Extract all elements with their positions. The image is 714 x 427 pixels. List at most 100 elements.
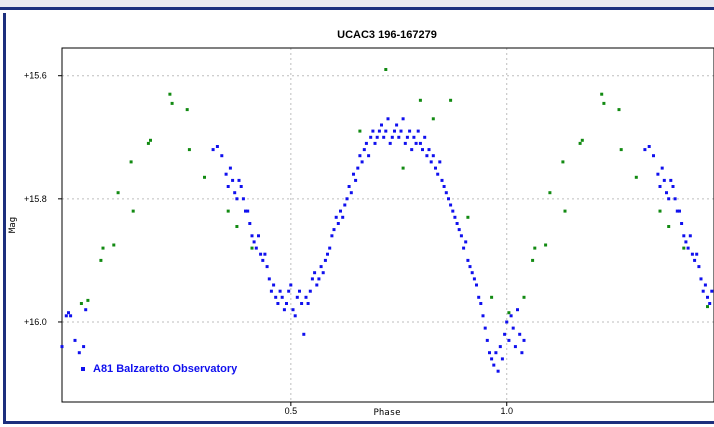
- data-point: [246, 209, 250, 213]
- data-point: [477, 295, 481, 299]
- y-tick-label: +15.8: [24, 194, 47, 204]
- data-point: [244, 209, 247, 213]
- data-point: [226, 209, 230, 213]
- data-point: [490, 295, 494, 299]
- y-axis: +15.6 +15.8 +16.0: [24, 71, 62, 327]
- data-point: [434, 166, 437, 170]
- data-point: [101, 246, 105, 250]
- data-point: [602, 101, 606, 105]
- data-point: [358, 154, 362, 158]
- data-point: [239, 185, 243, 188]
- data-point: [688, 234, 692, 238]
- data-point: [429, 160, 433, 164]
- data-point: [211, 148, 215, 152]
- data-point: [349, 191, 353, 195]
- data-point: [269, 289, 273, 293]
- data-point: [462, 246, 466, 250]
- data-point: [287, 289, 291, 293]
- data-point: [427, 148, 431, 152]
- data-point: [375, 135, 379, 139]
- x-tick-label: 1.0: [500, 406, 513, 416]
- data-point: [531, 258, 535, 262]
- data-point: [561, 160, 565, 164]
- data-point: [272, 283, 276, 287]
- data-point: [418, 141, 422, 145]
- data-point: [544, 243, 548, 247]
- data-point: [578, 141, 582, 145]
- legend: A81 Balzaretto Observatory: [81, 363, 238, 375]
- data-point: [336, 222, 340, 225]
- data-point: [673, 197, 677, 201]
- y-tick-label: +15.6: [24, 71, 47, 81]
- data-point: [291, 308, 295, 312]
- data-point: [384, 68, 388, 71]
- data-point: [697, 265, 701, 269]
- data-point: [513, 345, 517, 349]
- data-point: [401, 166, 405, 170]
- data-point: [509, 314, 513, 318]
- data-point: [330, 234, 334, 238]
- data-point: [356, 166, 360, 170]
- data-point: [475, 283, 478, 287]
- data-point: [250, 246, 254, 250]
- data-point: [360, 160, 364, 164]
- x-tick-label: 0.5: [285, 406, 298, 416]
- data-point: [500, 357, 504, 361]
- data-point: [131, 209, 135, 213]
- data-point: [680, 222, 684, 225]
- x-axis-label: Phase: [373, 408, 400, 418]
- data-point: [280, 295, 284, 299]
- data-point: [352, 172, 355, 176]
- data-point: [73, 338, 77, 342]
- x-axis: 0.5 1.0: [285, 402, 513, 416]
- data-point: [449, 203, 453, 207]
- data-point: [252, 240, 256, 244]
- data-point: [699, 277, 703, 281]
- data-point: [237, 178, 241, 182]
- data-point: [455, 222, 459, 225]
- data-point: [520, 351, 524, 355]
- data-point: [354, 178, 358, 182]
- data-point: [116, 191, 120, 195]
- data-point: [658, 209, 662, 213]
- data-point: [647, 145, 651, 148]
- light-curve-chart: UCAC3 196-167279 +15.6+15.8+16.0 0.5 1.0 …: [8, 29, 714, 418]
- data-point: [231, 178, 235, 182]
- data-point: [451, 209, 455, 213]
- chart-title: UCAC3 196-167279: [337, 29, 437, 41]
- data-point: [548, 191, 552, 195]
- data-point: [690, 252, 694, 256]
- data-point: [84, 308, 88, 312]
- data-point: [386, 117, 390, 121]
- data-point: [488, 351, 491, 355]
- data-point: [298, 289, 301, 293]
- data-point: [168, 92, 172, 96]
- data-point: [323, 258, 327, 262]
- data-point: [285, 302, 288, 305]
- data-point: [226, 185, 230, 188]
- data-point: [431, 117, 435, 121]
- data-point: [112, 243, 116, 247]
- data-point: [248, 222, 252, 225]
- data-point: [224, 172, 228, 176]
- data-point: [425, 154, 429, 158]
- data-point: [321, 271, 325, 275]
- data-point: [457, 228, 461, 232]
- data-point: [86, 298, 90, 302]
- data-point: [408, 129, 412, 133]
- data-point: [498, 345, 502, 349]
- data-point: [77, 351, 81, 355]
- data-point: [706, 295, 709, 299]
- data-point: [695, 252, 699, 256]
- data-point: [369, 135, 373, 139]
- data-point: [658, 185, 662, 188]
- data-point: [332, 228, 336, 232]
- data-point: [300, 302, 304, 305]
- data-point: [678, 209, 681, 213]
- data-point: [667, 225, 671, 228]
- data-point: [652, 154, 655, 158]
- data-point: [403, 141, 407, 145]
- data-point: [313, 271, 317, 275]
- data-point: [384, 129, 388, 133]
- data-point: [343, 203, 347, 207]
